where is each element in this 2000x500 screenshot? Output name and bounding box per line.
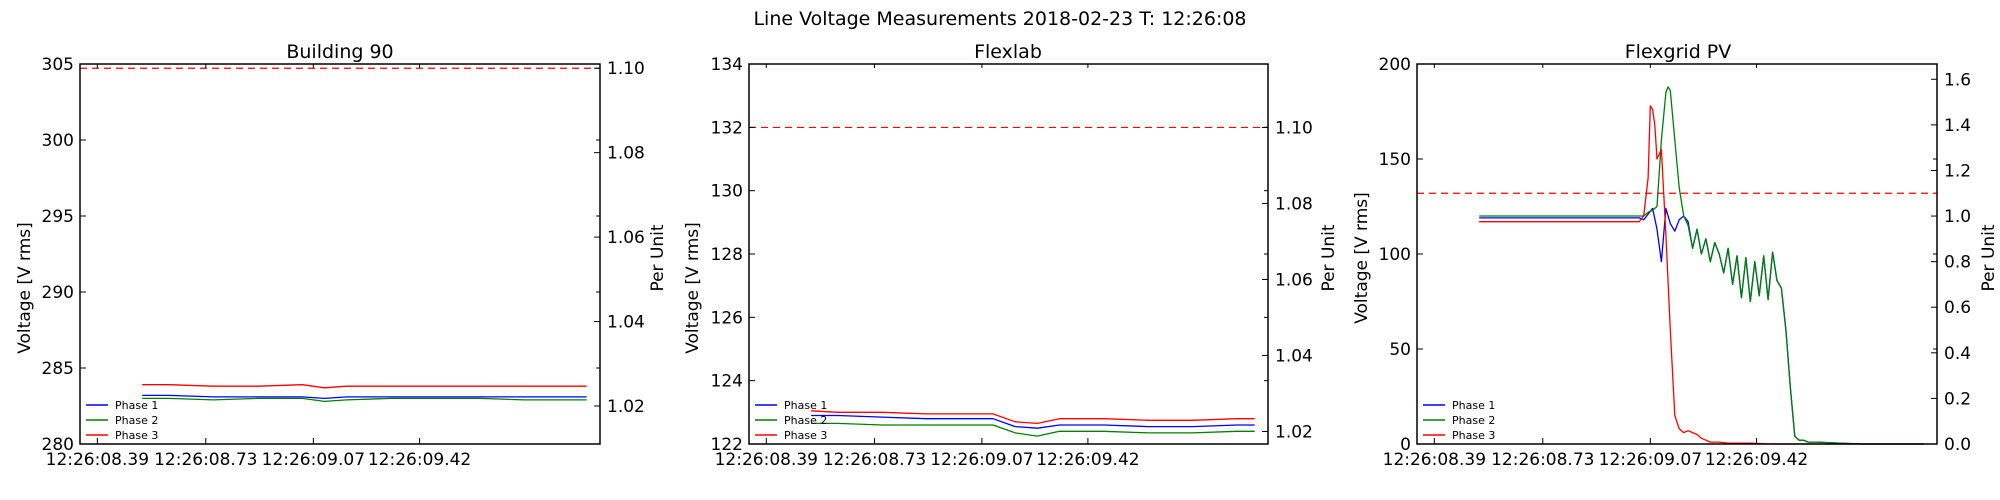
- y2-axis-label: Per Unit: [1319, 224, 1339, 291]
- y-tick-label: 124: [711, 372, 743, 392]
- x-tick-label: 12:26:08.39: [715, 450, 818, 470]
- y-tick-label: 295: [42, 207, 74, 227]
- series-line-phase-1: [1479, 207, 1924, 445]
- y-tick-label: 122: [711, 435, 743, 455]
- legend-label: Phase 2: [115, 414, 158, 427]
- y-tick-label: 290: [42, 283, 74, 303]
- y-tick-label: 280: [42, 435, 74, 455]
- y-tick-label: 300: [42, 131, 74, 151]
- y2-tick-label: 1.04: [1275, 346, 1313, 366]
- figure-suptitle: Line Voltage Measurements 2018-02-23 T: …: [753, 8, 1246, 30]
- panel-flexgrid-pv: Flexgrid PV Voltage [V rms] Per Unit 0 50…: [1352, 41, 1999, 470]
- y-tick-label: 128: [711, 245, 743, 265]
- x-tick-label: 12:26:09.42: [1036, 450, 1139, 470]
- y-tick-label: 305: [42, 55, 74, 75]
- panel-title: Flexlab: [974, 41, 1042, 63]
- panel-title: Flexgrid PV: [1625, 41, 1732, 63]
- x-tick-label: 12:26:08.73: [154, 450, 257, 470]
- series-line-phase-3: [811, 410, 1255, 425]
- y2-tick-label: 1.08: [1275, 194, 1313, 214]
- legend-label: Phase 3: [784, 429, 827, 442]
- y2-tick-label: 1.06: [607, 228, 645, 248]
- y2-tick-label: 1.08: [607, 144, 645, 164]
- y-tick-label: 285: [42, 359, 74, 379]
- series-line-phase-3: [1479, 105, 1924, 445]
- x-tick-label: 12:26:08.73: [823, 450, 926, 470]
- y2-tick-label: 0.6: [1944, 298, 1971, 318]
- y2-tick-label: 1.0: [1944, 207, 1971, 227]
- y2-tick-label: 1.04: [607, 313, 645, 333]
- y-tick-label: 0: [1400, 435, 1411, 455]
- y2-tick-label: 0.0: [1944, 435, 1971, 455]
- legend-label: Phase 1: [1452, 399, 1495, 412]
- panel-title: Building 90: [286, 41, 393, 63]
- y-tick-label: 130: [711, 182, 743, 202]
- legend-label: Phase 1: [115, 399, 158, 412]
- legend-label: Phase 1: [784, 399, 827, 412]
- legend-label: Phase 2: [784, 414, 827, 427]
- y2-tick-label: 1.4: [1944, 116, 1971, 136]
- panel-building-90: Building 90 Voltage [V rms] Per Unit 280…: [15, 41, 668, 470]
- x-tick-label: 12:26:09.07: [262, 450, 365, 470]
- y2-tick-label: 1.06: [1275, 270, 1313, 290]
- legend-label: Phase 3: [115, 429, 158, 442]
- y-tick-label: 200: [1379, 55, 1411, 75]
- panel-flexlab: Flexlab Voltage [V rms] Per Unit 122 124 1…: [683, 41, 1339, 470]
- y2-axis-label: Per Unit: [1979, 224, 1999, 291]
- y2-tick-label: 0.8: [1944, 253, 1971, 273]
- y2-tick-label: 1.10: [1275, 118, 1313, 138]
- y-axis-label: Voltage [V rms]: [1352, 192, 1372, 324]
- x-tick-label: 12:26:09.07: [1599, 450, 1702, 470]
- y-axis-label: Voltage [V rms]: [15, 222, 35, 354]
- y-tick-label: 134: [711, 55, 743, 75]
- x-tick-label: 12:26:09.42: [1705, 450, 1808, 470]
- y2-tick-label: 1.02: [607, 397, 645, 417]
- series-line-phase-2: [811, 422, 1255, 437]
- y-tick-label: 100: [1379, 245, 1411, 265]
- y2-axis-label: Per Unit: [648, 224, 668, 291]
- series-line-phase-1: [811, 414, 1255, 429]
- plot-frame: [1416, 63, 1938, 445]
- plot-frame: [748, 63, 1269, 445]
- x-tick-label: 12:26:09.42: [368, 450, 471, 470]
- y-axis-label: Voltage [V rms]: [683, 222, 703, 354]
- y2-tick-label: 1.02: [1275, 422, 1313, 442]
- legend-label: Phase 3: [1452, 429, 1495, 442]
- series-line-phase-1: [142, 394, 587, 400]
- y2-tick-label: 0.2: [1944, 389, 1971, 409]
- legend-label: Phase 2: [1452, 414, 1495, 427]
- x-tick-label: 12:26:08.73: [1491, 450, 1594, 470]
- y-tick-label: 150: [1379, 150, 1411, 170]
- x-tick-label: 12:26:09.07: [930, 450, 1033, 470]
- series-line-phase-3: [142, 384, 587, 389]
- series-line-phase-2: [1479, 86, 1924, 445]
- y2-tick-label: 1.2: [1944, 161, 1971, 181]
- y-tick-label: 132: [711, 118, 743, 138]
- y2-tick-label: 1.6: [1944, 70, 1971, 90]
- x-tick-label: 12:26:08.39: [46, 450, 149, 470]
- plot-frame: [79, 63, 601, 445]
- y-tick-label: 50: [1389, 340, 1411, 360]
- y2-tick-label: 1.10: [607, 59, 645, 79]
- y-tick-label: 126: [711, 308, 743, 328]
- x-tick-label: 12:26:08.39: [1383, 450, 1486, 470]
- series-line-phase-2: [142, 397, 587, 403]
- y2-tick-label: 0.4: [1944, 344, 1971, 364]
